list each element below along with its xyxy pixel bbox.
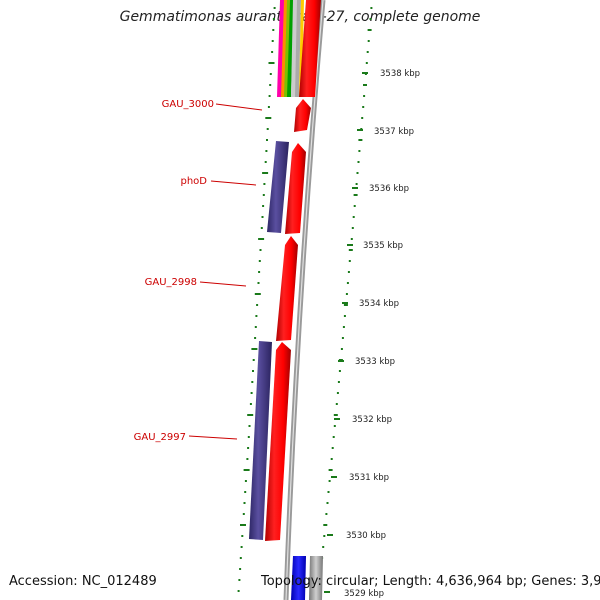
gene-label-gau-3000[interactable]: GAU_3000 bbox=[162, 99, 214, 110]
gene-labels: GAU_3000 phoD GAU_2998 GAU_2997 bbox=[134, 99, 214, 443]
gc-skew-ring-outer bbox=[317, 7, 373, 592]
gene-arrow-gau-2997[interactable] bbox=[265, 342, 291, 541]
forward-strand-genes bbox=[265, 0, 321, 541]
accession-text: Accession: NC_012489 bbox=[9, 574, 157, 589]
blue-feature-block[interactable] bbox=[291, 556, 306, 600]
gene-arrow-gau-3000[interactable] bbox=[294, 99, 311, 132]
topology-text: Topology: circular; Length: 4,636,964 bp… bbox=[261, 574, 600, 589]
gene-label-gau-2997[interactable]: GAU_2997 bbox=[134, 432, 186, 443]
feature-stack-top bbox=[277, 0, 304, 97]
gene-arrow-forward[interactable] bbox=[299, 0, 321, 97]
scale-label: 3533 kbp bbox=[355, 357, 395, 367]
gene-label-gau-2998[interactable]: GAU_2998 bbox=[145, 277, 197, 288]
scale-label: 3530 kbp bbox=[346, 531, 386, 541]
gene-label-leaders bbox=[188, 103, 263, 440]
scale-ticks bbox=[324, 72, 368, 593]
scale-label: 3538 kbp bbox=[380, 69, 420, 79]
scale-label: 3535 kbp bbox=[363, 241, 403, 251]
scale-label: 3529 kbp bbox=[344, 589, 384, 599]
feature-stack-bottom bbox=[291, 556, 323, 600]
gene-label-phod[interactable]: phoD bbox=[180, 176, 207, 187]
scale-labels: 3538 kbp 3537 kbp 3536 kbp 3535 kbp 3534… bbox=[344, 69, 420, 599]
gene-block-gau-2997-reverse[interactable] bbox=[249, 341, 272, 540]
scale-label: 3537 kbp bbox=[374, 127, 414, 137]
gc-content-ring-inner bbox=[237, 7, 276, 592]
scale-label: 3534 kbp bbox=[359, 299, 399, 309]
scale-label: 3531 kbp bbox=[349, 473, 389, 483]
scale-label: 3532 kbp bbox=[352, 415, 392, 425]
gene-arrow-phod[interactable] bbox=[285, 143, 306, 234]
reverse-strand-genes bbox=[249, 141, 289, 540]
gene-arrow-gau-2998[interactable] bbox=[276, 236, 298, 341]
scale-label: 3536 kbp bbox=[369, 184, 409, 194]
gene-block-phod-reverse[interactable] bbox=[267, 141, 289, 233]
